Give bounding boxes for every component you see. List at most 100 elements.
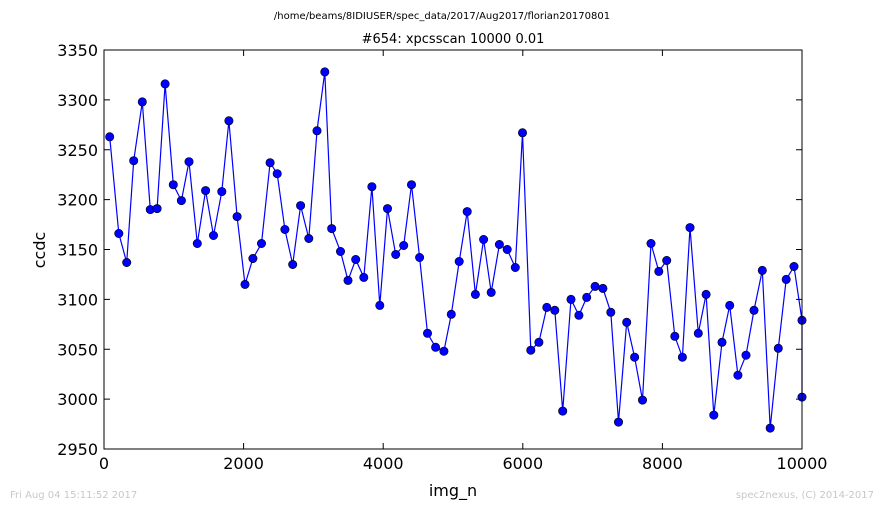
x-tick-label: 6000 <box>502 454 543 473</box>
data-point <box>662 255 672 265</box>
data-point <box>312 126 322 136</box>
data-point <box>470 289 480 299</box>
data-point <box>359 272 369 282</box>
series-layer <box>105 67 807 433</box>
data-point <box>265 158 275 168</box>
data-point <box>454 256 464 266</box>
data-point <box>105 132 115 142</box>
data-point <box>296 201 306 211</box>
y-tick-label: 3250 <box>57 141 98 160</box>
data-point <box>335 247 345 257</box>
data-point <box>160 79 170 89</box>
data-point <box>114 229 124 239</box>
data-point <box>701 289 711 299</box>
data-point <box>494 240 504 250</box>
data-point <box>217 187 227 197</box>
data-point <box>422 328 432 338</box>
data-point <box>168 180 178 190</box>
data-point <box>382 204 392 214</box>
data-point <box>391 250 401 260</box>
chart-title: #654: xpcsscan 10000 0.01 <box>362 32 545 47</box>
data-point <box>248 254 258 264</box>
data-point <box>351 255 361 265</box>
y-tick-label: 3200 <box>57 191 98 210</box>
data-point <box>375 300 385 310</box>
data-point <box>184 157 194 167</box>
data-point <box>685 223 695 233</box>
plot-frame <box>103 49 803 450</box>
chart-suptitle: /home/beams/8IDIUSER/spec_data/2017/Aug2… <box>274 11 610 22</box>
data-point <box>272 169 282 179</box>
data-point <box>399 241 409 251</box>
data-point <box>201 186 211 196</box>
data-point <box>717 337 727 347</box>
data-point <box>590 281 600 291</box>
data-point <box>654 266 664 276</box>
x-tick-label: 8000 <box>642 454 683 473</box>
data-point <box>677 352 687 362</box>
data-point <box>622 317 632 327</box>
data-point <box>415 253 425 263</box>
data-point <box>224 116 234 126</box>
x-axis-label: img_n <box>429 481 477 501</box>
data-point <box>606 307 616 317</box>
data-point <box>757 265 767 275</box>
data-point <box>749 305 759 315</box>
data-point <box>288 259 298 269</box>
footer-timestamp: Fri Aug 04 15:11:52 2017 <box>10 490 137 501</box>
data-point <box>582 292 592 302</box>
data-point <box>574 310 584 320</box>
data-point <box>646 239 656 249</box>
data-point <box>122 257 132 267</box>
data-point <box>733 370 743 380</box>
data-point <box>613 417 623 427</box>
data-point <box>517 128 527 138</box>
data-point <box>209 231 219 241</box>
data-point <box>406 180 416 190</box>
data-point <box>550 305 560 315</box>
data-point <box>129 156 139 166</box>
data-point <box>439 346 449 356</box>
data-point <box>789 261 799 271</box>
y-tick-label: 3100 <box>57 290 98 309</box>
data-point <box>534 337 544 347</box>
data-point <box>558 406 568 416</box>
data-point <box>192 239 202 249</box>
data-point <box>725 300 735 310</box>
data-point <box>240 279 250 289</box>
y-tick-label: 2950 <box>57 440 98 459</box>
data-point <box>526 345 536 355</box>
x-tick-label: 10000 <box>777 454 828 473</box>
x-tick-label: 2000 <box>223 454 264 473</box>
data-point <box>327 224 337 234</box>
data-point <box>598 283 608 293</box>
data-point <box>486 287 496 297</box>
data-point <box>637 395 647 405</box>
data-point <box>566 294 576 304</box>
y-tick-label: 3350 <box>57 41 98 60</box>
y-tick-label: 3300 <box>57 91 98 110</box>
x-tick-label: 4000 <box>363 454 404 473</box>
data-point <box>479 235 489 245</box>
data-point <box>709 410 719 420</box>
data-point <box>773 343 783 353</box>
data-point <box>510 262 520 272</box>
data-point <box>280 225 290 235</box>
data-point <box>670 331 680 341</box>
data-point <box>152 204 162 214</box>
data-point <box>630 352 640 362</box>
footer-credit: spec2nexus, (C) 2014-2017 <box>736 490 874 501</box>
y-tick-label: 3150 <box>57 241 98 260</box>
data-point <box>367 182 377 192</box>
ticks-layer: 0 2000 4000 6000 8000 10000 2950 3000 3050 3100 31… <box>57 41 827 473</box>
y-axis-label: ccdc <box>30 232 49 269</box>
data-point <box>137 97 147 107</box>
data-point <box>320 67 330 77</box>
data-point <box>256 239 266 249</box>
data-point <box>431 342 441 352</box>
data-point <box>304 234 314 244</box>
data-point <box>542 302 552 312</box>
data-point <box>765 423 775 433</box>
y-tick-label: 3050 <box>57 340 98 359</box>
